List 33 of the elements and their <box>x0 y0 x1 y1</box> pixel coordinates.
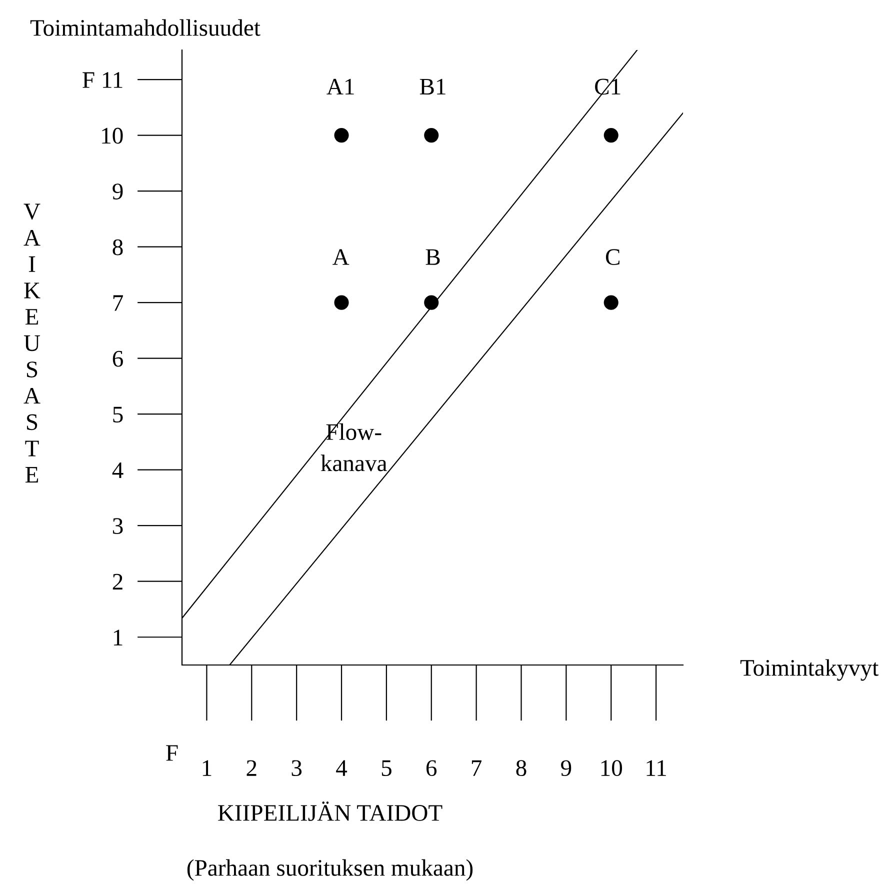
x-tick-label: 10 <box>601 760 622 776</box>
y-tick-label: 1 <box>114 630 122 646</box>
text: F <box>166 745 178 761</box>
x-tick-label: 8 <box>516 760 526 776</box>
y-tick-label: 9 <box>112 184 123 200</box>
annotation: B1 <box>420 78 446 94</box>
chart-title: Toimintamahdollisuudet <box>30 19 260 36</box>
x-tick-label: 11 <box>646 760 666 776</box>
x-tick-label: 2 <box>246 760 256 776</box>
annotation: C <box>606 249 620 266</box>
y-tick-label: 4 <box>112 462 124 478</box>
x-tick-label: 7 <box>472 760 482 776</box>
x-tick-label: 6 <box>426 760 437 776</box>
y-tick-label: 7 <box>113 295 123 311</box>
x-axis-title: KIIPEILIJÄN TAIDOT <box>218 802 442 821</box>
x-tick-label: 9 <box>561 760 572 776</box>
y-tick-label: 8 <box>112 239 123 256</box>
y-tick-label: 6 <box>112 350 123 367</box>
x-tick-label: 1 <box>202 760 212 776</box>
text: (Parhaan suorituksen mukaan) <box>187 859 473 881</box>
x-tick-label: 5 <box>382 760 392 776</box>
y-tick-label: F 11 <box>82 72 122 88</box>
annotation: A <box>332 249 350 265</box>
y-tick-label: 2 <box>112 574 122 590</box>
annotation: B <box>426 249 440 265</box>
text: VAIKEUSASTE <box>24 204 40 483</box>
y-tick-label: 5 <box>113 406 123 423</box>
y-tick-label: 3 <box>112 518 123 534</box>
x-tick-label: 4 <box>336 760 348 776</box>
x-tick-label: 3 <box>292 760 302 776</box>
y-tick-label: 10 <box>102 128 123 144</box>
annotation: A1 <box>326 78 354 94</box>
text: Toimintakyvyt <box>740 659 879 681</box>
